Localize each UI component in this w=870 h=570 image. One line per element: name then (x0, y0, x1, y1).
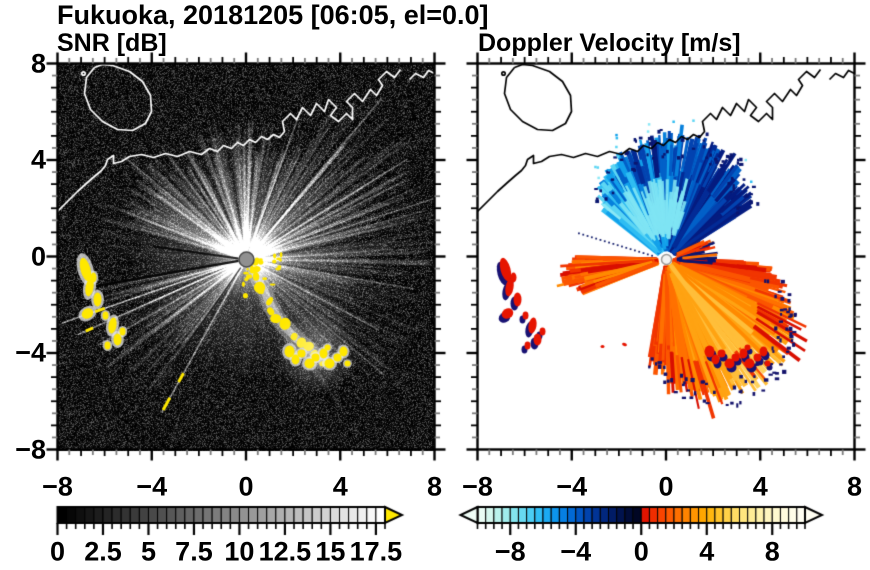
doppler-colorbar-label: 8 (764, 536, 780, 567)
doppler-x-tick-label: 8 (846, 471, 863, 502)
snr-x-tick-label: 4 (332, 471, 348, 502)
doppler-x-tick-label: 0 (658, 471, 674, 502)
snr-y-tick-label: −8 (15, 434, 46, 464)
snr-colorbar-label: 17.5 (349, 536, 403, 567)
snr-x-tick-label: 8 (426, 471, 443, 502)
snr-colorbar-label: 5 (140, 536, 156, 567)
doppler-colorbar-label: 4 (699, 536, 715, 567)
snr-x-tick-label: −4 (136, 471, 168, 502)
snr-colorbar-label: 12.5 (258, 536, 312, 567)
figure-title: Fukuoka, 20181205 [06:05, el=0.0] (57, 0, 489, 30)
snr-y-tick-label: 4 (30, 144, 46, 175)
snr-colorbar-label: 0 (49, 536, 66, 567)
snr-colorbar-label: 10 (224, 536, 255, 567)
snr-y-tick-label: 8 (30, 48, 46, 78)
doppler-colorbar-label: −4 (560, 536, 592, 567)
doppler-x-tick-label: −8 (462, 471, 493, 502)
doppler-panel-title: Doppler Velocity [m/s] (478, 29, 741, 57)
snr-x-tick-label: −8 (42, 471, 73, 502)
snr-colorbar-label: 7.5 (175, 536, 213, 567)
snr-y-tick-label: 0 (30, 241, 46, 271)
doppler-x-tick-label: 4 (752, 471, 768, 502)
snr-x-tick-label: 0 (238, 471, 254, 502)
doppler-colorbar-label: 0 (633, 536, 649, 567)
snr-panel-title: SNR [dB] (57, 29, 167, 57)
snr-colorbar-label: 15 (315, 536, 346, 567)
snr-colorbar-label: 2.5 (84, 536, 122, 567)
doppler-colorbar-label: −8 (494, 536, 526, 567)
snr-y-tick-label: −4 (15, 337, 46, 368)
doppler-x-tick-label: −4 (556, 471, 588, 502)
